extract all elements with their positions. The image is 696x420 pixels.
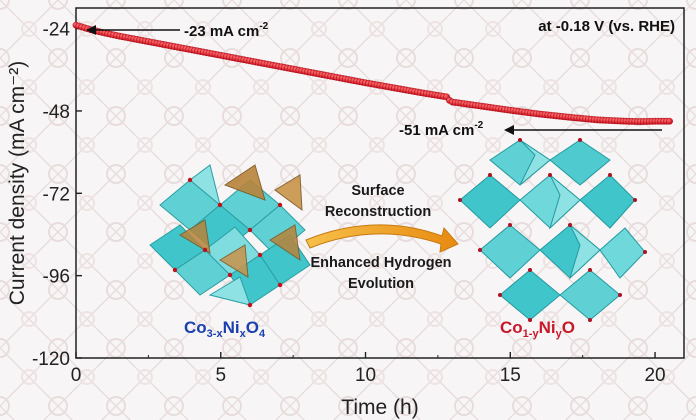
process-label-line2: Reconstruction — [325, 204, 431, 220]
spinel-structure-illustration — [149, 164, 311, 308]
y-tick-label: -72 — [43, 184, 70, 205]
series-layer — [72, 21, 673, 125]
plot-frame — [75, 7, 685, 359]
end-annotation: -51 mA cm-2 — [399, 120, 662, 139]
y-axis-ticks: -24 -48 -72 -96 -120 — [32, 20, 82, 370]
y-tick-label: -48 — [43, 102, 70, 123]
y-axis-title: Current density (mA cm⁻²) — [6, 61, 29, 305]
x-tick-label: 0 — [71, 365, 82, 386]
end-label: -51 mA cm-2 — [399, 120, 484, 139]
effect-label-line1: Enhanced Hydrogen — [311, 255, 452, 271]
y-tick-label: -120 — [32, 349, 70, 370]
x-tick-label: 20 — [644, 365, 665, 386]
start-label: -23 mA cm-2 — [184, 21, 269, 40]
x-axis-title: Time (h) — [341, 396, 418, 419]
end-arrow-head — [504, 125, 514, 135]
rocksalt-formula: Co1-yNiyO — [500, 318, 575, 340]
y-tick-label: -96 — [43, 267, 70, 288]
y-tick-label: -24 — [43, 20, 71, 41]
rocksalt-structure-illustration — [458, 138, 647, 322]
process-label-line1: Surface — [351, 183, 404, 199]
x-tick-label: 5 — [215, 365, 226, 386]
condition-label: at -0.18 V (vs. RHE) — [538, 18, 675, 35]
start-annotation: -23 mA cm-2 — [86, 21, 269, 40]
reconstruction-arrow — [305, 224, 459, 253]
x-axis-ticks: 0 5 10 15 20 — [71, 352, 666, 386]
x-tick-label: 10 — [355, 365, 376, 386]
spinel-formula: Co3-xNixO4 — [184, 318, 266, 340]
data-point — [666, 117, 673, 125]
start-arrow-head — [86, 25, 96, 35]
x-tick-label: 15 — [500, 365, 521, 386]
effect-label-line2: Evolution — [348, 276, 414, 292]
